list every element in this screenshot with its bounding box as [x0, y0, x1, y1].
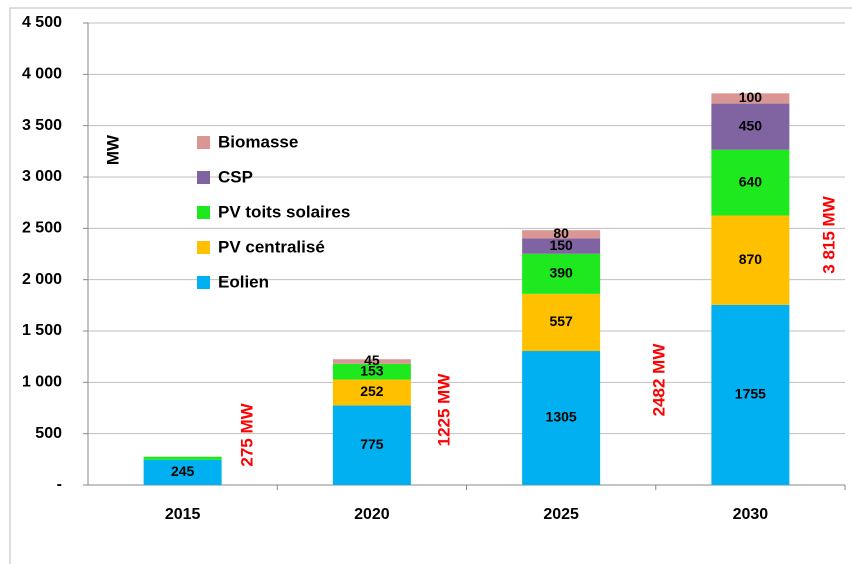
- x-tick-label: 2025: [543, 506, 579, 523]
- data-label: 245: [171, 463, 195, 479]
- legend-label: PV centralisé: [218, 237, 325, 256]
- y-tick-label: 2 500: [22, 220, 62, 237]
- total-label: 1225 MW: [434, 373, 453, 447]
- y-tick-label: 1 000: [22, 374, 62, 391]
- x-tick-label: 2020: [354, 506, 390, 523]
- data-label: 390: [549, 265, 573, 281]
- bar-segment: [522, 351, 601, 485]
- bar-segment: [143, 456, 222, 460]
- bar-segment: [522, 253, 601, 294]
- data-label: 153: [360, 362, 384, 378]
- y-tick-label: 4 000: [22, 66, 62, 83]
- legend-label: Eolien: [218, 272, 269, 291]
- total-label: 3 815 MW: [819, 195, 838, 273]
- y-tick-label: 1 500: [22, 322, 62, 339]
- bar-segment: [332, 379, 411, 406]
- y-tick-label: 3 000: [22, 168, 62, 185]
- x-tick-label: 2030: [733, 506, 769, 523]
- legend-swatch: [197, 171, 210, 184]
- y-tick-label: -: [57, 476, 62, 493]
- bar-segment: [711, 103, 790, 150]
- bar-segment: [711, 93, 790, 104]
- data-label: 1755: [735, 386, 766, 402]
- legend-label: Biomasse: [218, 132, 298, 151]
- data-label: 150: [549, 237, 573, 253]
- data-label: 45: [364, 352, 380, 368]
- data-label: 80: [553, 225, 569, 241]
- legend-swatch: [197, 206, 210, 219]
- total-label: 2482 MW: [649, 343, 668, 417]
- data-label: 640: [739, 173, 763, 189]
- bar-segment: [332, 359, 411, 364]
- bar-segment: [332, 405, 411, 485]
- legend-swatch: [197, 276, 210, 289]
- bar-segment: [711, 149, 790, 216]
- x-tick-label: 2015: [165, 506, 201, 523]
- legend-label: PV toits solaires: [218, 202, 350, 221]
- y-tick-label: 500: [35, 425, 62, 442]
- data-label: 557: [549, 313, 573, 329]
- bar-segment: [522, 293, 601, 352]
- data-label: 252: [360, 383, 384, 399]
- bar-segment: [711, 215, 790, 305]
- bar-segment: [711, 304, 790, 485]
- total-label: 275 MW: [237, 402, 256, 466]
- legend-swatch: [197, 136, 210, 149]
- legend-label: CSP: [218, 167, 253, 186]
- y-tick-label: 3 500: [22, 117, 62, 134]
- data-label: 450: [739, 117, 763, 133]
- data-label: 1305: [546, 409, 577, 425]
- y-tick-label: 4 500: [22, 14, 62, 31]
- bar-segment: [332, 363, 411, 380]
- bar-segment: [522, 238, 601, 254]
- bar-segment: [143, 459, 222, 485]
- frame: [9, 7, 852, 564]
- legend-swatch: [197, 241, 210, 254]
- y-tick-label: 2 000: [22, 271, 62, 288]
- data-label: 100: [739, 89, 763, 105]
- y-axis-label: MW: [103, 134, 122, 165]
- bar-segment: [522, 230, 601, 239]
- data-label: 775: [360, 436, 384, 452]
- data-label: 870: [739, 251, 763, 267]
